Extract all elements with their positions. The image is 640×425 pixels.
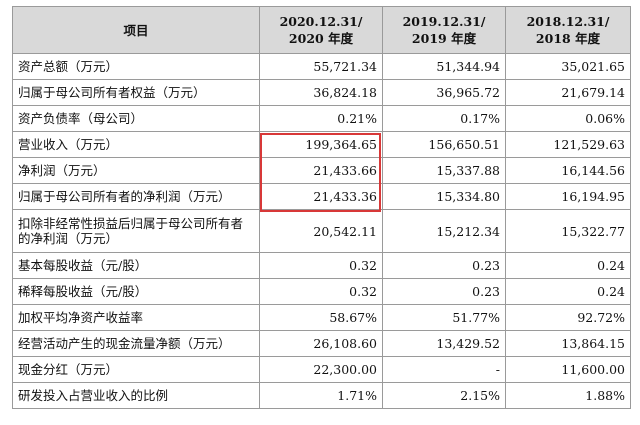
header-period-2019: 2019.12.31/ 2019 年度 [382,6,506,54]
table-row: 净利润（万元） 21,433.66 15,337.88 16,144.56 [12,157,631,184]
row-label: 归属于母公司所有者权益（万元） [12,79,260,106]
header-period-2018: 2018.12.31/ 2018 年度 [505,6,631,54]
row-label: 资产总额（万元） [12,53,260,80]
table-row: 归属于母公司所有者权益（万元） 36,824.18 36,965.72 21,6… [12,79,631,106]
cell-value: 11,600.00 [505,356,631,383]
cell-value: 15,334.80 [382,183,506,210]
cell-value-highlighted: 21,433.66 [259,157,383,184]
cell-value: 21,679.14 [505,79,631,106]
table-row: 扣除非经常性损益后归属于母公司所有者的净利润（万元） 20,542.11 15,… [12,209,631,253]
cell-value: 16,194.95 [505,183,631,210]
header-period-2020: 2020.12.31/ 2020 年度 [259,6,383,54]
cell-value: 51.77% [382,304,506,331]
cell-value: 0.24 [505,252,631,279]
row-label: 扣除非经常性损益后归属于母公司所有者的净利润（万元） [12,209,260,253]
header-year: 2019 年度 [411,31,477,46]
cell-value: 121,529.63 [505,131,631,158]
header-date: 2019.12.31/ [402,14,486,29]
cell-value: 1.88% [505,382,631,409]
row-label: 经营活动产生的现金流量净额（万元） [12,330,260,357]
cell-value: 0.23 [382,252,506,279]
cell-value: - [382,356,506,383]
cell-value: 0.32 [259,252,383,279]
cell-value: 1.71% [259,382,383,409]
table-header-row: 项目 2020.12.31/ 2020 年度 2019.12.31/ 2019 … [12,6,631,54]
cell-value: 36,824.18 [259,79,383,106]
row-label: 稀释每股收益（元/股） [12,278,260,305]
table-row: 现金分红（万元） 22,300.00 - 11,600.00 [12,356,631,383]
header-item: 项目 [12,6,260,54]
cell-value: 156,650.51 [382,131,506,158]
cell-value: 55,721.34 [259,53,383,80]
cell-value: 22,300.00 [259,356,383,383]
cell-value-highlighted: 21,433.36 [259,183,383,210]
cell-value: 15,337.88 [382,157,506,184]
cell-value: 0.23 [382,278,506,305]
row-label: 资产负债率（母公司） [12,105,260,132]
table-row: 资产总额（万元） 55,721.34 51,344.94 35,021.65 [12,53,631,80]
table-row: 营业收入（万元） 199,364.65 156,650.51 121,529.6… [12,131,631,158]
row-label: 营业收入（万元） [12,131,260,158]
cell-value: 0.32 [259,278,383,305]
financial-table-container: 项目 2020.12.31/ 2020 年度 2019.12.31/ 2019 … [12,6,631,409]
table-row: 归属于母公司所有者的净利润（万元） 21,433.36 15,334.80 16… [12,183,631,210]
cell-value-highlighted: 199,364.65 [259,131,383,158]
financial-indicators-table: 项目 2020.12.31/ 2020 年度 2019.12.31/ 2019 … [12,6,631,409]
table-row: 加权平均净资产收益率 58.67% 51.77% 92.72% [12,304,631,331]
cell-value: 0.06% [505,105,631,132]
table-row: 经营活动产生的现金流量净额（万元） 26,108.60 13,429.52 13… [12,330,631,357]
cell-value: 58.67% [259,304,383,331]
header-year: 2018 年度 [535,31,601,46]
row-label: 净利润（万元） [12,157,260,184]
cell-value: 92.72% [505,304,631,331]
cell-value: 26,108.60 [259,330,383,357]
table-row: 研发投入占营业收入的比例 1.71% 2.15% 1.88% [12,382,631,409]
cell-value: 16,144.56 [505,157,631,184]
header-date: 2018.12.31/ [526,14,610,29]
cell-value: 13,864.15 [505,330,631,357]
row-label: 研发投入占营业收入的比例 [12,382,260,409]
cell-value: 0.24 [505,278,631,305]
cell-value: 51,344.94 [382,53,506,80]
cell-value: 2.15% [382,382,506,409]
table-row: 资产负债率（母公司） 0.21% 0.17% 0.06% [12,105,631,132]
row-label: 加权平均净资产收益率 [12,304,260,331]
cell-value: 0.17% [382,105,506,132]
cell-value: 0.21% [259,105,383,132]
cell-value: 36,965.72 [382,79,506,106]
cell-value: 20,542.11 [259,209,383,253]
cell-value: 15,212.34 [382,209,506,253]
cell-value: 35,021.65 [505,53,631,80]
row-label: 现金分红（万元） [12,356,260,383]
header-date: 2020.12.31/ [279,14,363,29]
row-label: 归属于母公司所有者的净利润（万元） [12,183,260,210]
table-row: 基本每股收益（元/股） 0.32 0.23 0.24 [12,252,631,279]
cell-value: 13,429.52 [382,330,506,357]
row-label: 基本每股收益（元/股） [12,252,260,279]
cell-value: 15,322.77 [505,209,631,253]
header-year: 2020 年度 [288,31,354,46]
table-row: 稀释每股收益（元/股） 0.32 0.23 0.24 [12,278,631,305]
